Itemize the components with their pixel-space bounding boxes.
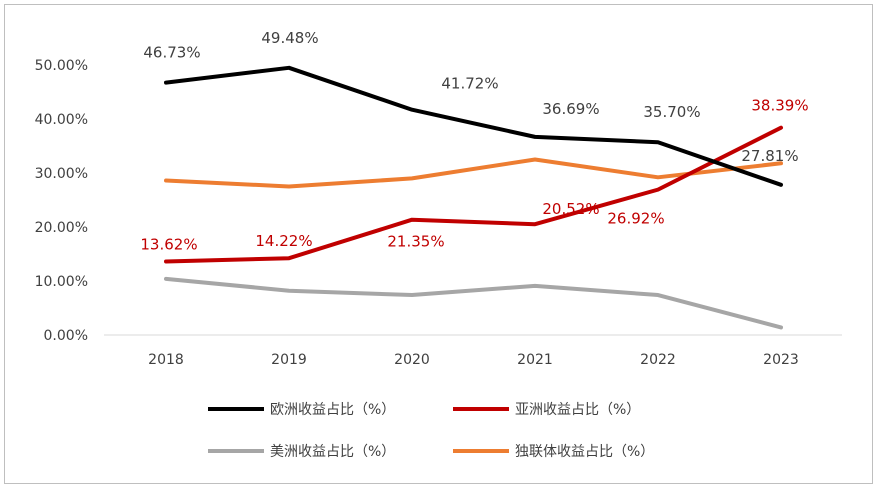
legend-label: 美洲收益占比（%）	[270, 444, 395, 460]
x-tick-label: 2019	[271, 352, 307, 368]
data-label: 26.92%	[607, 210, 664, 228]
data-label: 38.39%	[751, 97, 808, 115]
series-line-3	[164, 276, 783, 330]
y-tick-label: 50.00%	[35, 58, 88, 74]
data-label: 21.35%	[387, 233, 444, 251]
data-label: 49.48%	[261, 29, 318, 47]
x-tick-label: 2018	[148, 352, 184, 368]
data-label: 13.62%	[140, 235, 197, 253]
data-label: 46.73%	[143, 44, 200, 62]
series-line-4	[164, 157, 783, 189]
chart-frame	[4, 4, 873, 484]
y-tick-label: 40.00%	[35, 112, 88, 128]
y-tick-label: 20.00%	[35, 220, 88, 236]
y-tick-label: 0.00%	[44, 328, 88, 344]
data-label: 20.52%	[542, 200, 599, 218]
data-label: 35.70%	[643, 103, 700, 121]
x-tick-label: 2023	[763, 352, 799, 368]
y-tick-label: 30.00%	[35, 166, 88, 182]
data-label: 14.22%	[255, 232, 312, 250]
legend-label: 欧洲收益占比（%）	[270, 402, 395, 418]
data-label: 36.69%	[542, 100, 599, 118]
y-tick-label: 10.00%	[35, 274, 88, 290]
x-tick-label: 2022	[640, 352, 676, 368]
legend-label: 独联体收益占比（%）	[515, 444, 654, 460]
series-line-2	[164, 125, 783, 264]
legend-label: 亚洲收益占比（%）	[515, 402, 640, 418]
x-tick-label: 2021	[517, 352, 553, 368]
data-label: 27.81%	[741, 147, 798, 165]
series-line-1	[164, 65, 783, 187]
data-label: 41.72%	[441, 75, 498, 93]
x-tick-label: 2020	[394, 352, 430, 368]
